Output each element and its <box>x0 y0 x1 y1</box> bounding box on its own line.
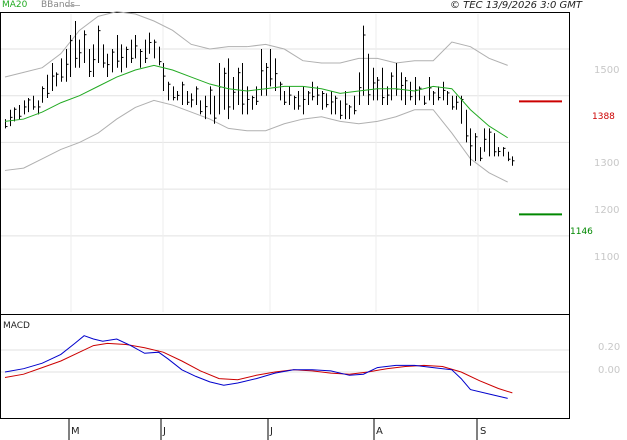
bollinger-upper-line <box>4 11 508 78</box>
price-tick-1300: 1300 <box>594 158 620 169</box>
bollinger-lower-line <box>4 99 508 183</box>
month-label-m: M <box>71 426 80 437</box>
macd-signal-line <box>4 342 513 394</box>
ma20-line <box>4 64 508 139</box>
macd-tick-020: 0.20 <box>598 342 621 353</box>
month-label-j1: J <box>163 426 166 437</box>
macd-panel-frame <box>0 314 570 419</box>
price-tick-1500: 1500 <box>594 65 620 76</box>
month-label-a: A <box>376 426 383 437</box>
bbands-legend-swatch <box>66 5 80 6</box>
resistance-label: 1388 <box>592 112 615 122</box>
price-tick-1200: 1200 <box>594 205 620 216</box>
month-label-j2: J <box>270 426 273 437</box>
macd-line <box>4 335 508 399</box>
bbands-legend: BBands <box>41 0 75 10</box>
macd-title: MACD <box>3 321 30 331</box>
copyright-label: © TEC 13/9/2026 3:0 GMT <box>450 0 582 11</box>
ma20-legend: MA20 <box>2 0 28 10</box>
price-panel-frame <box>0 12 570 315</box>
macd-tick-000: 0.00 <box>598 365 621 376</box>
support-label: 1146 <box>570 227 593 237</box>
month-label-s: S <box>480 426 487 437</box>
price-tick-1100: 1100 <box>594 252 620 263</box>
